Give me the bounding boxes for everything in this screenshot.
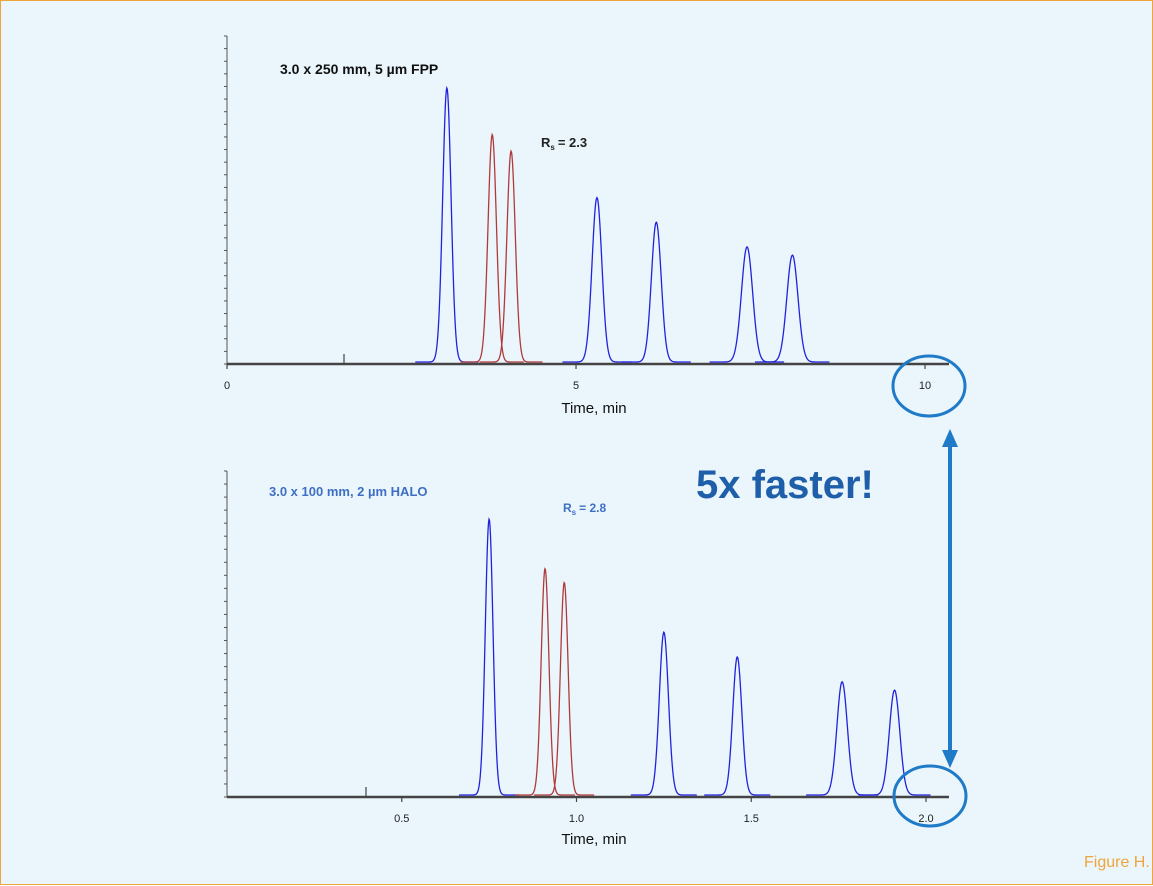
rs-symbol-bottom: R	[563, 501, 572, 515]
resolution-label-top: Rs = 2.3	[541, 135, 587, 152]
figure-caption: Figure H.	[1084, 854, 1150, 871]
peaks-top	[415, 85, 830, 363]
chromatogram-peak	[858, 689, 931, 796]
chromatogram-peak	[458, 517, 519, 796]
resolution-label-bottom: Rs = 2.8	[563, 501, 606, 517]
chart-top: 0 5 10 3.0 x 250 mm, 5 µm FPP Rs = 2.3 Time…	[224, 35, 949, 417]
x-tick-label: 0.5	[394, 813, 409, 825]
x-tick-label: 2.0	[918, 813, 933, 825]
highlight-circle-bottom	[892, 764, 968, 828]
chromatogram-peak	[754, 254, 830, 363]
x-axis-label-top: Time, min	[561, 400, 626, 417]
chromatogram-peak	[562, 196, 632, 363]
x-axis-label-bottom: Time, min	[561, 831, 626, 848]
x-ticks-bottom: 0.5 1.0 1.5 2.0	[365, 787, 934, 825]
rs-value-bottom: = 2.8	[579, 501, 606, 515]
chromatogram-peak	[704, 655, 771, 796]
chart-title-top: 3.0 x 250 mm, 5 µm FPP	[280, 61, 438, 77]
x-tick-label: 10	[919, 380, 931, 392]
x-ticks-top: 0 5 10	[224, 354, 931, 392]
peaks-bottom	[458, 517, 931, 796]
y-ticks-top	[224, 35, 227, 365]
chromatogram-peak	[534, 580, 595, 796]
rs-subscript-bottom: s	[572, 508, 577, 517]
y-ticks-bottom	[224, 470, 227, 798]
speedup-callout: 5x faster!	[696, 463, 874, 507]
x-tick-label: 0	[224, 380, 230, 392]
double-arrow-icon	[942, 429, 958, 768]
chromatogram-peak	[630, 630, 697, 796]
x-tick-label: 1.0	[569, 813, 584, 825]
chromatogram-peak	[415, 85, 479, 363]
chart-bottom: 0.5 1.0 1.5 2.0 3.0 x 100 mm, 2 µm HALO Rs =…	[224, 470, 949, 848]
chromatogram-peak	[514, 567, 575, 796]
chart-title-bottom: 3.0 x 100 mm, 2 µm HALO	[269, 484, 428, 499]
x-tick-label: 1.5	[744, 813, 759, 825]
rs-symbol-top: R	[541, 135, 551, 150]
chromatogram-peak	[621, 221, 691, 363]
highlight-circle-top	[891, 354, 967, 418]
chromatogram-peak	[806, 680, 879, 796]
chromatogram-peak	[709, 246, 785, 363]
chromatogram-peak	[460, 132, 524, 363]
chromatogram-peak	[479, 149, 543, 363]
rs-subscript-top: s	[550, 143, 555, 152]
rs-value-top: = 2.3	[558, 135, 587, 150]
x-tick-label: 5	[573, 380, 579, 392]
